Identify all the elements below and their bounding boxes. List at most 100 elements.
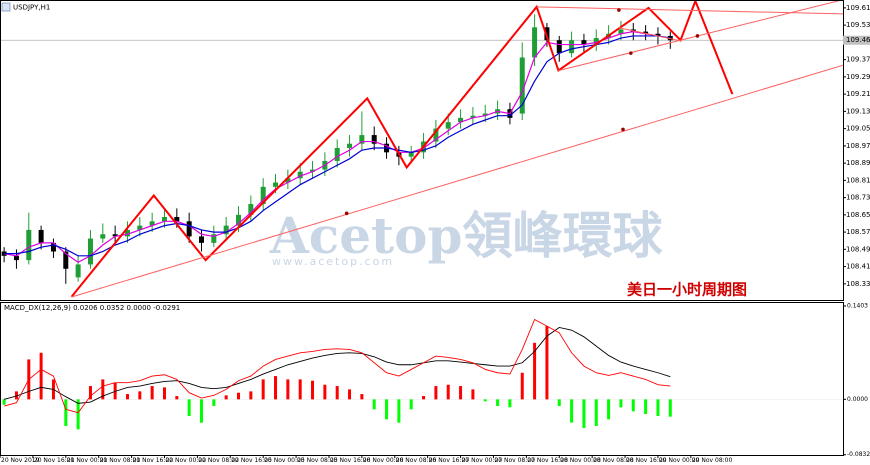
macd-bar: [570, 399, 574, 423]
macd-panel-frame: [0, 302, 844, 456]
macd-bar: [533, 342, 537, 400]
watermark: Acetop領峰環球: [269, 206, 663, 265]
macd-bar: [335, 386, 339, 400]
macd-bar: [138, 391, 142, 400]
candle-body: [236, 214, 242, 226]
macd-bar: [311, 380, 315, 400]
macd-bar: [162, 387, 166, 400]
macd-bar: [397, 399, 401, 423]
macd-bar: [2, 399, 6, 405]
y-tick-label: 109.610: [846, 4, 870, 12]
macd-bar: [76, 399, 80, 430]
macd-bar: [582, 399, 586, 428]
candle-body: [334, 148, 340, 161]
macd-bar: [14, 391, 18, 400]
macd-bar: [520, 372, 524, 400]
macd-bar: [656, 399, 660, 417]
candle-body: [458, 117, 464, 123]
y-tick-label: 108.810: [846, 176, 870, 184]
macd-bar: [594, 399, 598, 426]
candle-body: [186, 221, 192, 237]
marker: [344, 211, 349, 216]
macd-bar: [237, 392, 241, 400]
candle-body: [26, 229, 32, 261]
candle-body: [371, 135, 377, 144]
x-tick-label: 22 Nov 00:00: [165, 457, 206, 464]
candle-body: [482, 113, 488, 116]
moving-average: [4, 35, 671, 257]
candle-body: [519, 57, 525, 114]
x-tick-label: 21 Nov 16:00: [133, 457, 174, 464]
moving-average: [4, 31, 671, 263]
macd-bar: [360, 394, 364, 400]
macd-bar: [88, 386, 92, 400]
macd-bar: [286, 379, 290, 400]
y-tick-label: 108.570: [846, 228, 870, 236]
candle-body: [248, 204, 254, 215]
candle-body: [581, 40, 587, 45]
candle-body: [273, 182, 279, 187]
macd-bar: [175, 396, 179, 400]
price-panel-frame: [0, 0, 844, 301]
x-tick-label: 21 Nov 00:00: [67, 457, 108, 464]
candle-body: [445, 122, 451, 129]
symbol-icon: [1, 2, 11, 12]
candle-body: [198, 236, 204, 243]
macd-label: MACD_DX(12,26,9) 0.0206 0.0352 0.0000 -0…: [4, 304, 180, 312]
y-tick-label: 108.730: [846, 194, 870, 202]
macd-bar: [101, 379, 105, 400]
candle-body: [137, 225, 143, 230]
y-tick-label: 108.890: [846, 159, 870, 167]
y-tick-label: 108.410: [846, 263, 870, 271]
y-tick-label: 108.970: [846, 142, 870, 150]
macd-bar: [668, 399, 672, 417]
candle-body: [408, 152, 414, 157]
y-tick-label: 109.370: [846, 56, 870, 64]
macd-bar: [249, 391, 253, 400]
candle-body: [655, 33, 661, 36]
candle-body: [161, 217, 167, 222]
macd-bar: [224, 395, 228, 400]
candle-body: [13, 255, 19, 261]
y-tick-label: 108.330: [846, 280, 870, 288]
macd-bar: [483, 399, 487, 402]
x-tick-label: 28 Nov 00:00: [560, 457, 601, 464]
x-tick-label: 22 Nov 08:00: [198, 457, 239, 464]
macd-line: [3, 318, 671, 414]
macd-bar: [64, 399, 68, 426]
candle-body: [347, 143, 353, 149]
macd-bar: [471, 389, 475, 400]
trend-drawing: [70, 1, 734, 298]
candle-body: [643, 31, 649, 34]
macd-bar: [261, 379, 265, 400]
macd-bar: [348, 389, 352, 400]
marker: [629, 51, 633, 55]
candle-body: [50, 242, 56, 252]
macd-bar: [39, 352, 43, 400]
macd-bar: [187, 399, 191, 417]
candle-body: [112, 234, 118, 237]
macd-bar: [409, 399, 413, 410]
macd-bar: [125, 394, 129, 400]
macd-bar: [508, 399, 512, 408]
annotation: 美日一小时周期图: [627, 281, 747, 299]
macd-bar: [496, 399, 500, 407]
macd-bar: [298, 379, 302, 400]
trend-drawing: [536, 6, 843, 15]
trend-drawing: [558, 1, 840, 72]
marker: [695, 34, 700, 38]
candle-body: [310, 169, 316, 172]
trend-drawing: [618, 27, 681, 42]
x-tick-label: 28 Nov 16:00: [626, 457, 667, 464]
y-tick-label: 109.290: [846, 73, 870, 81]
x-tick-label: 29 Nov 08:00: [692, 457, 733, 464]
macd-bar: [212, 399, 216, 407]
macd-bar: [631, 399, 635, 412]
macd-bar: [199, 399, 203, 423]
candle-body: [618, 29, 624, 34]
x-tick-label: 25 Nov 16:00: [330, 457, 371, 464]
x-tick-label: 27 Nov 16:00: [527, 457, 568, 464]
candle-body: [359, 135, 365, 144]
candle-body: [87, 238, 93, 265]
candle-body: [556, 40, 562, 54]
